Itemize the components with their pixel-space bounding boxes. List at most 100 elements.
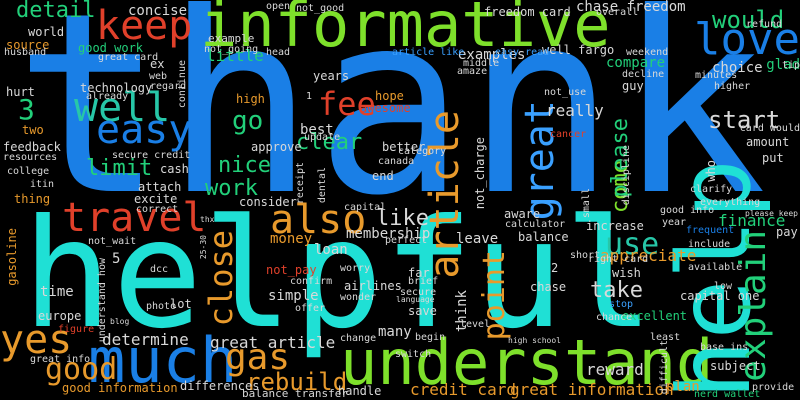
word-detail: detail — [16, 0, 96, 23]
word-1: 1 — [306, 91, 313, 102]
word-source: source — [6, 38, 50, 52]
word-category: category — [398, 146, 447, 157]
word-open: open — [266, 1, 291, 12]
word-really: really — [546, 101, 604, 120]
word-25-30: 25-30 — [199, 235, 208, 260]
word-keep: keep — [96, 3, 193, 49]
word-years: years — [313, 69, 350, 83]
word-thank: thank — [14, 0, 767, 250]
word-itin: itin — [30, 179, 55, 190]
word-excite: excite — [134, 192, 178, 206]
word-easy: easy — [96, 107, 193, 153]
word-reward: reward — [586, 360, 644, 379]
word-informative: informative — [200, 0, 611, 61]
word-least: least — [650, 332, 681, 343]
word-like: like — [376, 206, 429, 231]
word-good-information: good information — [62, 381, 178, 395]
word-small: small — [581, 188, 592, 219]
word-fee: fee — [318, 85, 376, 123]
word-level: level — [460, 319, 491, 330]
word-choice: choice — [712, 60, 763, 76]
word-far: far — [408, 266, 430, 280]
word-chase-freedom: chase freedom — [576, 0, 686, 15]
word-amount: amount — [746, 135, 790, 149]
word-world: world — [28, 25, 65, 39]
word-compare: compare — [606, 55, 666, 71]
word-frequent: frequent — [686, 225, 735, 236]
word-switch: switch — [395, 349, 432, 360]
word-freedom-card: freedom card — [484, 5, 571, 19]
word-best: best — [300, 122, 334, 138]
word-thx: thx — [200, 215, 215, 224]
word-husband: husband — [4, 47, 47, 58]
word-limit: limit — [86, 156, 153, 181]
word-feedback: feedback — [3, 140, 61, 154]
word-subject: subject — [710, 359, 761, 373]
word-stop: stop — [609, 299, 634, 310]
word-include: include — [688, 239, 731, 250]
word-ex: ex — [150, 57, 165, 71]
word-good-info: good info — [660, 205, 715, 216]
word-aware: aware — [504, 207, 541, 221]
word-college: college — [7, 166, 50, 177]
word-loan: loan — [314, 242, 348, 258]
word-worry: worry — [340, 263, 371, 274]
word-would: would — [712, 6, 785, 34]
word-yes: yes — [0, 317, 73, 363]
word-article-like: article like — [392, 47, 465, 58]
word-change: change — [340, 333, 377, 344]
word-hope: hope — [375, 89, 404, 103]
word-perfect: perfect — [385, 235, 428, 246]
word-differences: differences — [180, 379, 260, 393]
word-tip: tip — [781, 60, 800, 71]
word-awesome: awesome — [360, 101, 411, 115]
word-cash: cash — [160, 162, 189, 176]
word-blog: blog — [110, 317, 130, 326]
word-decline: decline — [622, 69, 665, 80]
word-nerd-wallet: nerd wallet — [694, 389, 761, 400]
word-well: well — [74, 85, 171, 131]
word-calculator: calculator — [505, 219, 566, 230]
word-technology: technology — [80, 81, 153, 95]
word-discipline: discipline — [621, 145, 632, 206]
word-receipt: receipt — [295, 162, 306, 205]
word-much: much — [88, 324, 238, 397]
word-minutes: minutes — [695, 70, 738, 81]
word-handle: handle — [338, 384, 382, 398]
word-please-keep: please keep — [745, 209, 798, 218]
word-love: love — [694, 14, 800, 65]
word-end: end — [372, 169, 394, 183]
word-take: take — [590, 278, 643, 303]
word-resources: resources — [3, 152, 58, 163]
word-leave: leave — [456, 231, 499, 247]
word-nice: nice — [218, 153, 271, 178]
word-concise: concise — [128, 3, 188, 19]
word-refund: refund — [746, 19, 783, 30]
word-consider: consider — [239, 195, 297, 209]
word-head: head — [266, 47, 291, 58]
word-glad: glad — [766, 57, 800, 73]
word-finance: finance — [718, 211, 786, 230]
word-begin: begin — [415, 332, 446, 343]
word-europe: europe — [38, 309, 82, 323]
word-work: work — [205, 176, 258, 201]
word-wish: wish — [612, 266, 641, 280]
word-two: two — [22, 123, 44, 137]
word-great-info: great info — [30, 354, 91, 365]
word-great-article: great article — [210, 333, 336, 352]
word-canada: canada — [378, 156, 415, 167]
word-examples: examples — [458, 47, 526, 63]
word-secure-credit: secure credit — [112, 150, 191, 161]
word-chase: chase — [530, 280, 567, 294]
word-use: use — [605, 227, 660, 262]
word-regard: regard — [150, 81, 187, 92]
word-great-card: great card — [98, 52, 159, 63]
word-card-would: card would — [739, 123, 800, 134]
word-lot: lot — [170, 297, 192, 311]
word-travel: travel — [62, 195, 207, 241]
word-photo: photo — [146, 301, 177, 312]
word-helpful: helpful — [22, 188, 655, 362]
word-pay: pay — [776, 225, 798, 239]
word-3: 3 — [18, 93, 35, 126]
word-simple: simple — [268, 288, 319, 304]
